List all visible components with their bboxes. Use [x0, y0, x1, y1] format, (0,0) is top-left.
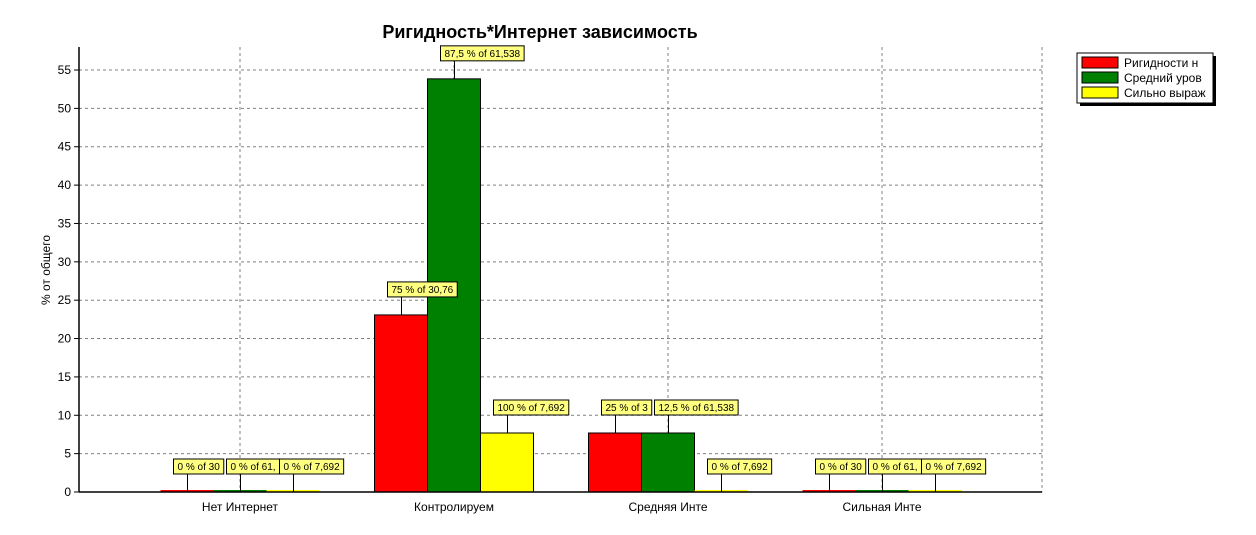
data-label-box: [654, 399, 739, 416]
bar: [374, 314, 428, 493]
data-label-text: 0 % of 30: [178, 462, 221, 473]
data-label-box: [815, 458, 867, 475]
data-label-box: [173, 458, 225, 475]
y-tick-label: 5: [64, 447, 71, 461]
y-axis-label: % от общего: [39, 235, 53, 305]
data-label: 0 % of 7,692: [707, 458, 773, 475]
legend-entry: Сильно выраж: [1124, 86, 1206, 100]
y-tick-label: 0: [64, 485, 71, 499]
data-label: 0 % of 30: [173, 458, 225, 475]
data-label-text: 87,5 % of 61,538: [445, 49, 521, 60]
y-tick-label: 55: [58, 63, 72, 77]
data-label-box: [601, 399, 653, 416]
y-tick-label: 40: [58, 178, 72, 192]
legend-entry: Средний уров: [1124, 71, 1202, 85]
y-tick-label: 25: [58, 293, 72, 307]
x-tick-label: Нет Интернет: [202, 500, 279, 514]
y-tick-label: 45: [58, 140, 72, 154]
y-tick-label: 35: [58, 216, 72, 230]
data-label: 87,5 % of 61,538: [440, 45, 525, 62]
data-label-box: [440, 45, 525, 62]
data-label-text: 12,5 % of 61,538: [659, 403, 735, 414]
x-tick-label: Сильная Инте: [842, 500, 921, 514]
data-label: 0 % of 61,: [226, 458, 281, 475]
legend-entry: Ригидности н: [1124, 56, 1198, 70]
y-tick-label: 10: [58, 408, 72, 422]
data-label: 0 % of 61,: [868, 458, 923, 475]
data-label-text: 100 % of 7,692: [498, 403, 566, 414]
y-tick-label: 30: [58, 255, 72, 269]
data-label-box: [493, 399, 570, 416]
legend-swatch: [1081, 71, 1119, 84]
data-label-text: 0 % of 30: [820, 462, 863, 473]
data-label: 12,5 % of 61,538: [654, 399, 739, 416]
y-tick-label: 50: [58, 101, 72, 115]
x-tick-label: Средняя Инте: [629, 500, 708, 514]
data-label-box: [279, 458, 345, 475]
data-label-text: 0 % of 7,692: [712, 462, 769, 473]
data-label: 100 % of 7,692: [493, 399, 570, 416]
data-label-text: 0 % of 7,692: [284, 462, 341, 473]
plot-area: 0 5 10 15 20 25 30 35 40 45 50 55 Нет Интернет Контро…: [58, 45, 1043, 514]
data-label-box: [921, 458, 987, 475]
data-label-box: [387, 281, 458, 298]
data-label: 0 % of 7,692: [921, 458, 987, 475]
y-tick-label: 15: [58, 370, 72, 384]
bar: [480, 432, 534, 493]
data-label-text: 0 % of 61,: [231, 462, 276, 473]
bar: [588, 432, 642, 493]
data-label-box: [707, 458, 773, 475]
data-label-text: 25 % of 3: [606, 403, 649, 414]
legend-swatch: [1081, 86, 1119, 99]
data-label-text: 0 % of 7,692: [926, 462, 983, 473]
x-tick-label: Контролируем: [414, 500, 494, 514]
data-label: 25 % of 3: [601, 399, 653, 416]
data-label-text: 0 % of 61,: [873, 462, 918, 473]
data-label-text: 75 % of 30,76: [392, 285, 454, 296]
data-label: 75 % of 30,76: [387, 281, 458, 298]
data-label: 0 % of 7,692: [279, 458, 345, 475]
legend-swatch: [1081, 56, 1119, 69]
bar: [641, 432, 695, 493]
chart-title: Ригидность*Интернет зависимость: [382, 22, 697, 42]
data-label: 0 % of 30: [815, 458, 867, 475]
y-tick-label: 20: [58, 332, 72, 346]
